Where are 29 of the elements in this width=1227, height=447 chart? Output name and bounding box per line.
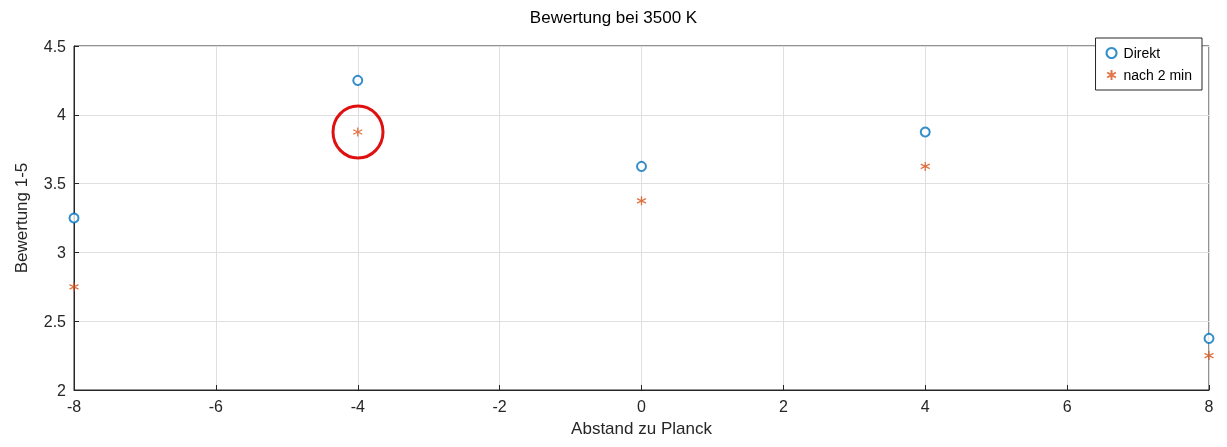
x-tick-label: -8 — [66, 397, 82, 415]
point — [636, 195, 647, 206]
y-tick-label: 2.5 — [43, 312, 67, 330]
point — [352, 74, 364, 86]
y-tick-label: 3 — [57, 243, 67, 261]
point — [1203, 332, 1215, 344]
x-tick-label: -2 — [492, 397, 507, 415]
y-tick-label: 4.5 — [43, 37, 67, 55]
chart-title: Bewertung bei 3500 K — [529, 8, 698, 27]
x-tick-label: -6 — [208, 397, 224, 415]
y-tick-label: 3.5 — [43, 175, 67, 193]
x-axis-title: Abstand zu Planck — [571, 419, 713, 438]
point — [68, 212, 80, 224]
x-tick-label: 0 — [637, 397, 647, 415]
x-tick-label: 6 — [1062, 397, 1072, 415]
x-tick-label: 2 — [778, 397, 788, 415]
legend-label: Direkt — [1123, 45, 1161, 61]
legend-label: nach 2 min — [1123, 67, 1192, 83]
x-tick-label: 4 — [920, 397, 930, 415]
x-tick-label: 8 — [1204, 397, 1214, 415]
point — [68, 281, 80, 292]
x-tick-label: -4 — [350, 397, 365, 415]
point — [919, 126, 931, 138]
point — [920, 161, 931, 172]
y-tick-label: 2 — [57, 381, 67, 399]
point — [1203, 350, 1215, 361]
point — [636, 160, 647, 172]
y-tick-label: 4 — [57, 106, 67, 124]
y-axis-title: Bewertung 1-5 — [12, 162, 31, 274]
